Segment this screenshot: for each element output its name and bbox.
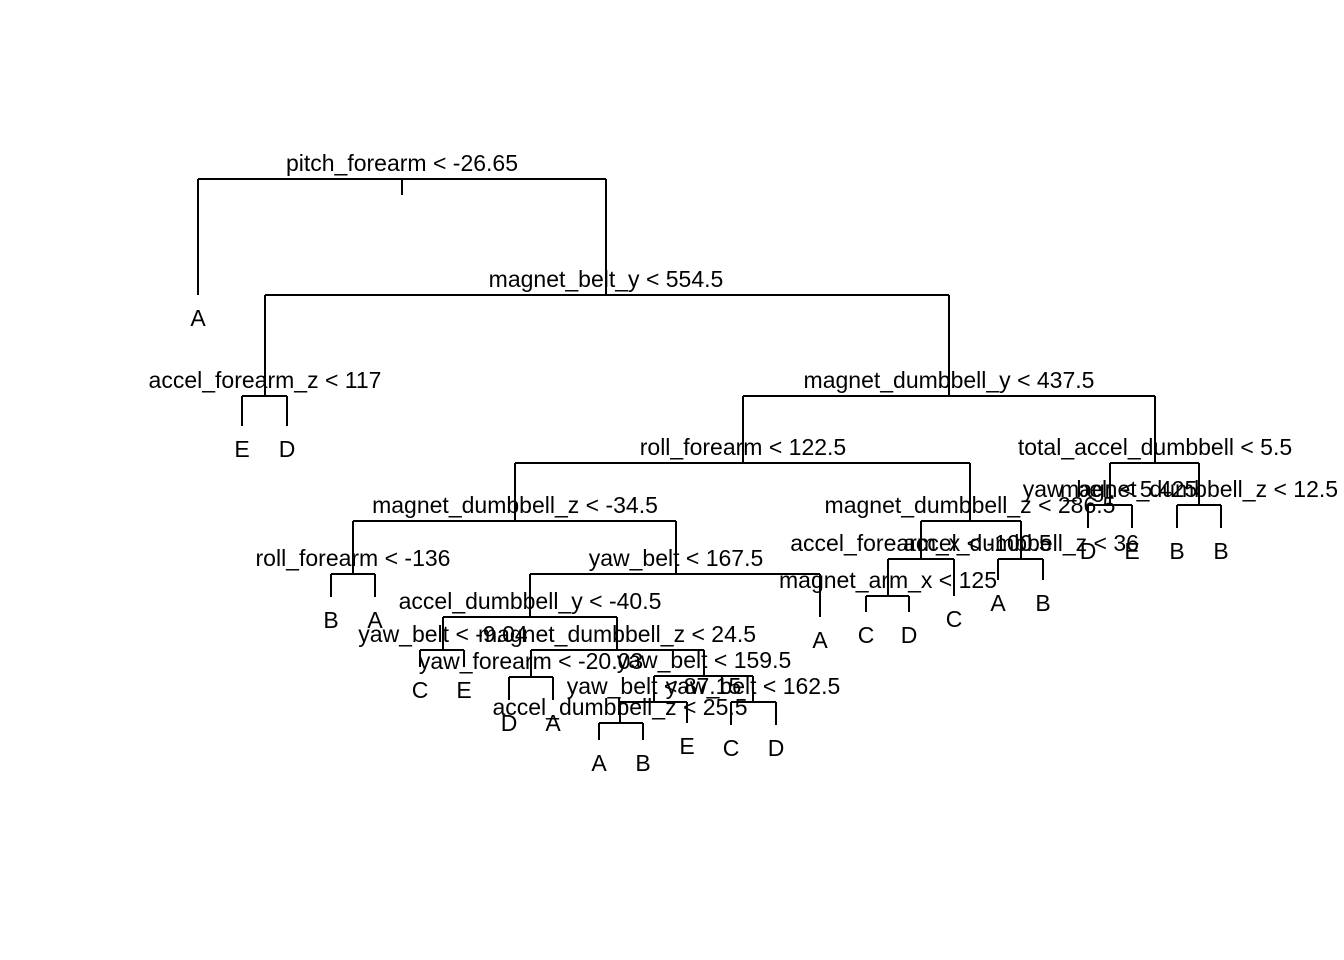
split-label: roll_forearm < 122.5 [640, 434, 846, 460]
split-label: accel_forearm_z < 117 [149, 367, 382, 393]
leaf-label: E [1124, 538, 1139, 564]
leaf-label: D [901, 622, 918, 648]
leaf-label: C [946, 606, 963, 632]
leaf-label: B [323, 607, 338, 633]
leaf-label: A [990, 590, 1006, 616]
leaf-label: E [456, 677, 471, 703]
split-label: accel_dumbbell_z < 25.5 [492, 694, 747, 720]
split-label: pitch_forearm < -26.65 [286, 150, 518, 176]
leaf-label: A [545, 710, 561, 736]
leaf-label: D [1080, 538, 1097, 564]
leaf-label: B [635, 750, 650, 776]
leaf-label: A [190, 305, 206, 331]
leaf-label: C [858, 622, 875, 648]
leaf-label: B [1035, 590, 1050, 616]
split-label: yaw_belt < 162.5 [666, 673, 841, 699]
leaf-label: D [768, 735, 785, 761]
leaf-label: D [501, 710, 518, 736]
split-label: roll_forearm < -136 [256, 545, 451, 571]
leaf-label: E [679, 733, 694, 759]
leaf-label: E [234, 436, 249, 462]
split-label: yaw_belt < 87.15 [567, 673, 742, 699]
split-label: yaw_belt < -9.04 [358, 621, 528, 647]
split-label: magnet_arm_x < 125 [779, 567, 997, 593]
leaf-label: A [591, 750, 607, 776]
split-label: magnet_belt_y < 554.5 [489, 266, 724, 292]
leaf-label: D [279, 436, 296, 462]
split-label: yaw_belt < 159.5 [617, 647, 792, 673]
leaf-label: B [1213, 538, 1228, 564]
split-label: magnet_dumbbell_z < 24.5 [478, 621, 756, 647]
leaf-label: C [723, 735, 740, 761]
leaf-label: B [1169, 538, 1184, 564]
tree-branches [197, 178, 1222, 740]
leaf-label: A [367, 607, 383, 633]
split-label: accel_dumbbell_y < -40.5 [399, 588, 662, 614]
split-label: magnet_dumbbell_z < -34.5 [372, 492, 658, 518]
split-label: magnet_dumbbell_z < 12.5 [1060, 476, 1338, 502]
split-label: yaw_belt < 167.5 [589, 545, 764, 571]
split-label: yaw_forearm < -20.03 [419, 648, 643, 674]
split-label: accel_forearm_x < -100.5 [790, 530, 1051, 556]
leaf-label: A [812, 627, 828, 653]
split-label: magnet_dumbbell_z < 286.5 [825, 492, 1116, 518]
split-label: yaw_belt < 5.425 [1023, 476, 1198, 502]
split-label: total_accel_dumbbell < 5.5 [1018, 434, 1292, 460]
split-label: magnet_dumbbell_y < 437.5 [804, 367, 1095, 393]
leaf-label: C [412, 677, 429, 703]
split-label: accel_dumbbell_z < 36 [903, 530, 1139, 556]
